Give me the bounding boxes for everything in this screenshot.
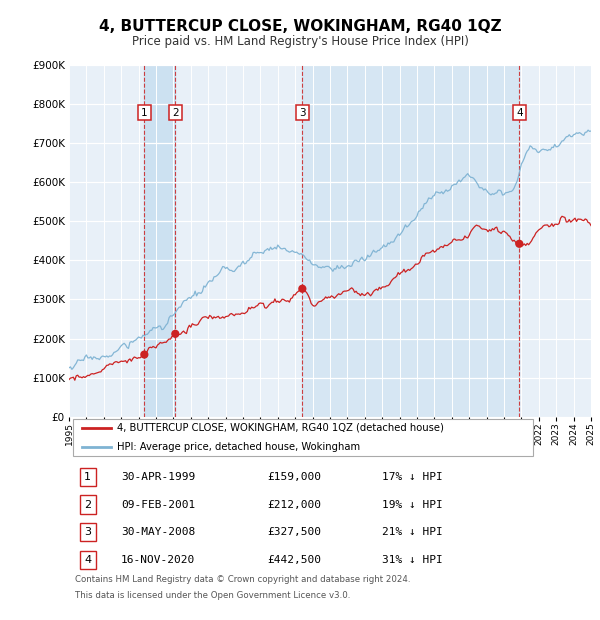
Text: This data is licensed under the Open Government Licence v3.0.: This data is licensed under the Open Gov… bbox=[75, 591, 350, 600]
Text: £212,000: £212,000 bbox=[268, 500, 322, 510]
Text: 1: 1 bbox=[141, 107, 148, 118]
Text: Contains HM Land Registry data © Crown copyright and database right 2024.: Contains HM Land Registry data © Crown c… bbox=[75, 575, 411, 584]
Text: 31% ↓ HPI: 31% ↓ HPI bbox=[382, 555, 443, 565]
Text: 4: 4 bbox=[516, 107, 523, 118]
Text: 3: 3 bbox=[299, 107, 305, 118]
Text: 3: 3 bbox=[84, 527, 91, 537]
Text: £327,500: £327,500 bbox=[268, 527, 322, 537]
Text: HPI: Average price, detached house, Wokingham: HPI: Average price, detached house, Woki… bbox=[117, 442, 360, 452]
Text: 17% ↓ HPI: 17% ↓ HPI bbox=[382, 472, 443, 482]
Text: 2: 2 bbox=[84, 500, 91, 510]
Text: 30-MAY-2008: 30-MAY-2008 bbox=[121, 527, 196, 537]
Text: £442,500: £442,500 bbox=[268, 555, 322, 565]
Bar bbox=[145, 65, 175, 417]
Text: 2: 2 bbox=[172, 107, 179, 118]
Text: 4, BUTTERCUP CLOSE, WOKINGHAM, RG40 1QZ (detached house): 4, BUTTERCUP CLOSE, WOKINGHAM, RG40 1QZ … bbox=[117, 423, 444, 433]
Point bbox=[170, 329, 180, 339]
Text: 30-APR-1999: 30-APR-1999 bbox=[121, 472, 196, 482]
Text: 1: 1 bbox=[84, 472, 91, 482]
Text: Price paid vs. HM Land Registry's House Price Index (HPI): Price paid vs. HM Land Registry's House … bbox=[131, 35, 469, 48]
Text: £159,000: £159,000 bbox=[268, 472, 322, 482]
Point bbox=[298, 284, 307, 294]
Text: 09-FEB-2001: 09-FEB-2001 bbox=[121, 500, 196, 510]
Point bbox=[140, 350, 149, 360]
Text: 19% ↓ HPI: 19% ↓ HPI bbox=[382, 500, 443, 510]
Text: 4: 4 bbox=[84, 555, 91, 565]
Text: 4, BUTTERCUP CLOSE, WOKINGHAM, RG40 1QZ: 4, BUTTERCUP CLOSE, WOKINGHAM, RG40 1QZ bbox=[98, 19, 502, 34]
Text: 21% ↓ HPI: 21% ↓ HPI bbox=[382, 527, 443, 537]
Text: 16-NOV-2020: 16-NOV-2020 bbox=[121, 555, 196, 565]
Bar bbox=[302, 65, 520, 417]
Point bbox=[515, 239, 524, 249]
